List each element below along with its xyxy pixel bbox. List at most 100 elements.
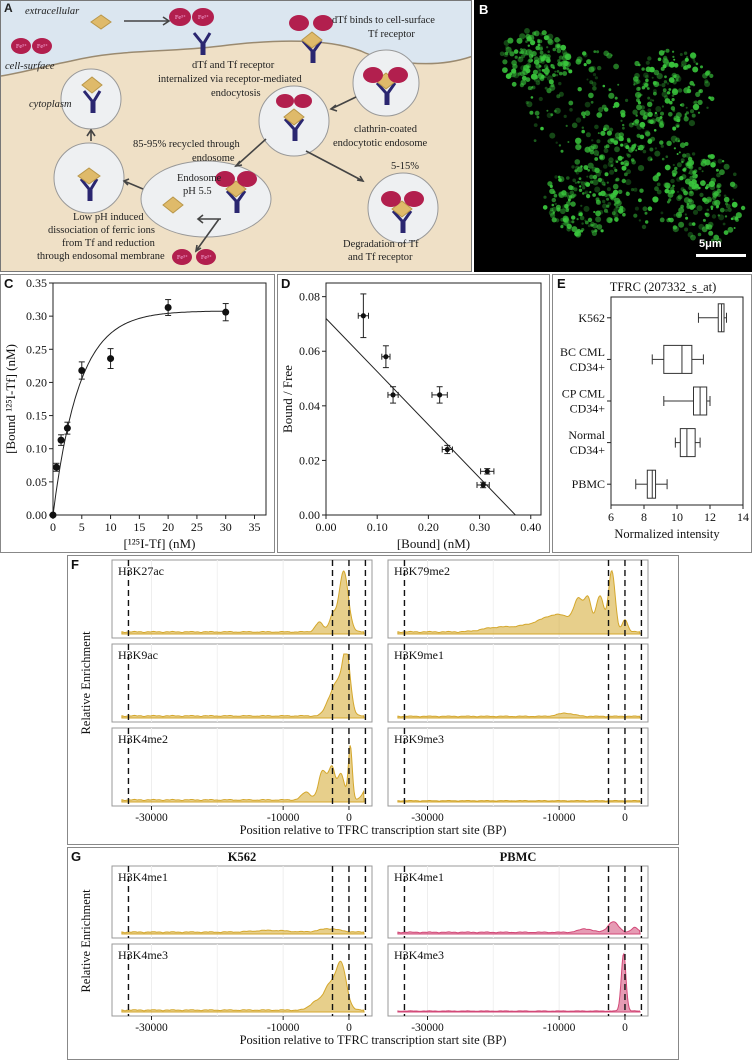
category-label: CD34+ xyxy=(570,443,606,457)
fluorescent-spot xyxy=(545,66,549,69)
y-tick-label: 0.30 xyxy=(26,309,47,323)
fluorescent-spot xyxy=(571,122,578,129)
fluorescent-spot xyxy=(677,190,679,193)
fluorescent-spot xyxy=(723,163,730,170)
binds-text-2: Tf receptor xyxy=(368,29,415,40)
track-label: H3K4me2 xyxy=(118,732,168,746)
fluorescent-spot xyxy=(551,203,555,207)
fluorescent-spot xyxy=(618,208,624,214)
fluorescent-spot xyxy=(659,84,662,87)
fluorescent-spot xyxy=(521,54,525,59)
fluorescent-spot xyxy=(606,204,610,208)
fluorescent-spot xyxy=(677,88,683,93)
fluorescent-spot xyxy=(664,182,671,189)
fluorescent-spot xyxy=(676,118,681,123)
panel-e-label: E xyxy=(557,276,566,291)
fluorescent-spot xyxy=(663,182,669,188)
fluorescent-spot xyxy=(642,206,648,212)
fluorescent-spot xyxy=(555,204,561,210)
y-tick-label: 0.15 xyxy=(26,409,47,423)
fluorescent-spot xyxy=(593,210,596,214)
column-header: K562 xyxy=(228,850,256,864)
fluorescent-spot xyxy=(672,87,678,94)
fluorescent-spot xyxy=(627,153,631,158)
fluorescent-spot xyxy=(649,98,653,102)
fluorescent-spot xyxy=(662,57,669,64)
fluorescent-spot xyxy=(709,96,715,102)
fluorescent-spot xyxy=(722,222,726,226)
fluorescent-spot xyxy=(691,113,696,118)
fluorescent-spot xyxy=(659,116,663,119)
fluorescent-spot xyxy=(548,79,554,85)
fluorescent-spot xyxy=(558,191,564,197)
extracellular-label: extracellular xyxy=(25,6,80,17)
panel-c: 0 5 10 15 20 25 30 35 0.00 0.05 0.10 0.15 0.20 0.25 0.… xyxy=(0,274,275,553)
fluorescent-spot xyxy=(622,212,626,217)
fluorescent-spot xyxy=(610,194,616,201)
fluorescent-spot xyxy=(676,78,679,82)
fluorescent-spot xyxy=(684,227,689,232)
fluorescent-spot xyxy=(666,140,672,146)
fluorescent-spot xyxy=(661,105,664,108)
panel-d: 0.00 0.10 0.20 0.30 0.40 0.00 0.02 0.04 0.06 0.08… xyxy=(277,274,550,553)
fluorescent-spot xyxy=(598,107,604,113)
fluorescent-spot xyxy=(697,232,702,237)
fluorescent-spot xyxy=(518,71,522,75)
fluorescent-spot xyxy=(635,149,638,152)
track-label: H3K4me1 xyxy=(394,870,444,884)
enrichment-area xyxy=(397,952,641,1013)
fluorescent-spot xyxy=(641,144,646,149)
fluorescent-spot xyxy=(604,145,608,149)
x-tick-label: -30000 xyxy=(411,1022,444,1034)
fluorescent-spot xyxy=(546,109,549,112)
fluorescent-spot xyxy=(546,46,549,49)
fluorescent-spot xyxy=(540,59,545,64)
fluorescent-spot xyxy=(639,134,645,140)
fluorescent-spot xyxy=(533,78,538,82)
fluorescent-spot xyxy=(577,213,581,217)
fluorescent-spot xyxy=(606,197,610,201)
fluorescent-spot xyxy=(653,81,660,88)
fluorescent-spot xyxy=(642,127,645,130)
fluorescent-spot xyxy=(543,195,547,199)
fluorescent-spot xyxy=(577,87,582,92)
fluorescent-spot xyxy=(633,187,638,192)
fluorescent-spot xyxy=(574,169,578,173)
fluorescent-spot xyxy=(650,158,653,161)
fluorescent-spot xyxy=(592,179,599,186)
fluorescent-spot xyxy=(624,172,628,177)
fluorescent-spot xyxy=(521,75,527,81)
fluorescent-spot xyxy=(537,79,541,82)
x-tick-label: 0.30 xyxy=(469,520,490,534)
x-tick-label: 0 xyxy=(622,812,628,824)
fluorescent-spot xyxy=(688,172,691,175)
fluorescent-spot xyxy=(602,199,606,204)
enrichment-area xyxy=(397,569,641,635)
fluorescent-spot xyxy=(584,101,591,108)
fluorescent-spot xyxy=(692,83,696,87)
fluorescent-spot xyxy=(733,227,736,229)
fluorescent-spot xyxy=(606,130,612,136)
fluorescent-spot xyxy=(573,187,578,192)
fluorescent-spot xyxy=(549,188,555,195)
fluorescent-spot xyxy=(684,213,687,216)
fluorescent-spot xyxy=(609,169,615,175)
fluorescent-spot xyxy=(560,60,567,67)
fluorescent-spot xyxy=(679,176,684,181)
panel-f: H3K27ac H3K79me2 H3K9ac H3K9me1 H3K4me2 -3000… xyxy=(67,555,679,845)
fluorescent-spot xyxy=(647,101,653,108)
fluorescent-spot xyxy=(556,70,560,73)
fluorescent-spot xyxy=(528,54,534,59)
fluorescent-spot xyxy=(591,166,597,173)
fluorescent-spot xyxy=(708,153,714,160)
fluorescent-spot xyxy=(556,94,561,99)
fluorescent-spot xyxy=(673,117,676,120)
box xyxy=(646,469,657,499)
fluorescent-spot xyxy=(539,50,544,55)
degr-text: Degradation of Tf xyxy=(343,239,419,250)
fluorescent-spot xyxy=(597,65,602,71)
fluorescent-spot xyxy=(694,183,699,188)
fluorescent-spot xyxy=(653,129,657,132)
fluorescent-spot xyxy=(582,192,585,195)
fluorescent-spot xyxy=(535,45,540,51)
